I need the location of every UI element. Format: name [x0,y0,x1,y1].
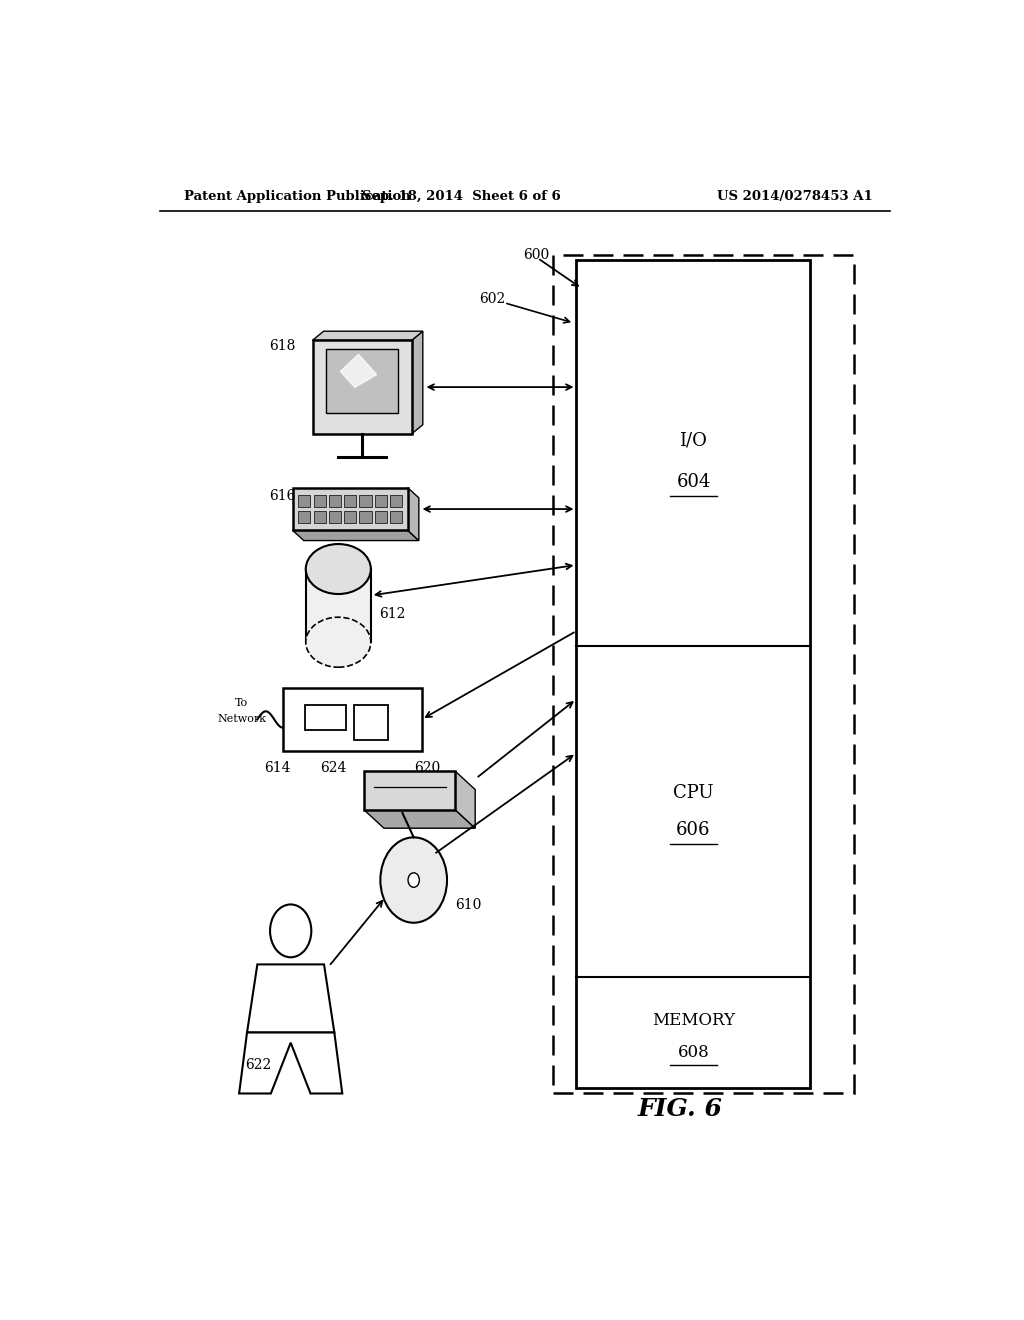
Polygon shape [365,810,475,828]
Text: 606: 606 [676,821,711,838]
Bar [312,341,412,434]
Bar [298,511,310,523]
Polygon shape [293,531,419,541]
Polygon shape [340,354,377,387]
Bar [329,495,341,507]
Text: Patent Application Publication: Patent Application Publication [183,190,411,202]
Polygon shape [247,965,334,1032]
Bar [306,569,371,643]
Polygon shape [408,487,419,541]
Text: To: To [234,698,248,709]
Text: CPU: CPU [673,784,714,803]
Bar [375,495,387,507]
Polygon shape [456,771,475,828]
Polygon shape [412,331,423,434]
Text: 616: 616 [269,488,296,503]
Text: FIG. 6: FIG. 6 [637,1097,722,1121]
Text: 612: 612 [379,607,406,620]
Bar [553,255,854,1093]
Bar [359,495,372,507]
Text: Sep. 18, 2014  Sheet 6 of 6: Sep. 18, 2014 Sheet 6 of 6 [361,190,561,202]
Text: MEMORY: MEMORY [652,1012,735,1028]
Bar [283,688,422,751]
Bar [313,495,326,507]
Circle shape [408,873,420,887]
Ellipse shape [306,618,371,667]
Text: 614: 614 [264,762,291,775]
Bar [344,495,356,507]
Text: 622: 622 [246,1059,271,1072]
Circle shape [380,837,447,923]
Circle shape [270,904,311,957]
Text: 610: 610 [455,899,481,912]
Bar [344,511,356,523]
Ellipse shape [306,544,371,594]
Text: I/O: I/O [680,432,708,450]
Bar [390,495,402,507]
Text: Network: Network [217,714,266,725]
Bar [313,511,326,523]
Bar [390,511,402,523]
Bar [354,705,387,739]
Bar [298,495,310,507]
Text: 608: 608 [678,1044,710,1061]
Polygon shape [312,331,423,341]
Bar [375,511,387,523]
Polygon shape [239,1032,342,1093]
Text: US 2014/0278453 A1: US 2014/0278453 A1 [717,190,872,202]
Bar [359,511,372,523]
Text: 620: 620 [414,762,440,775]
Text: 618: 618 [269,339,296,354]
Text: 624: 624 [321,762,346,775]
Bar [305,705,346,730]
Text: 602: 602 [479,292,505,306]
Text: 600: 600 [523,248,550,261]
Bar [326,350,398,413]
Bar [293,487,408,531]
Text: 604: 604 [676,473,711,491]
Bar [365,771,456,810]
Bar [577,260,811,1089]
Bar [329,511,341,523]
